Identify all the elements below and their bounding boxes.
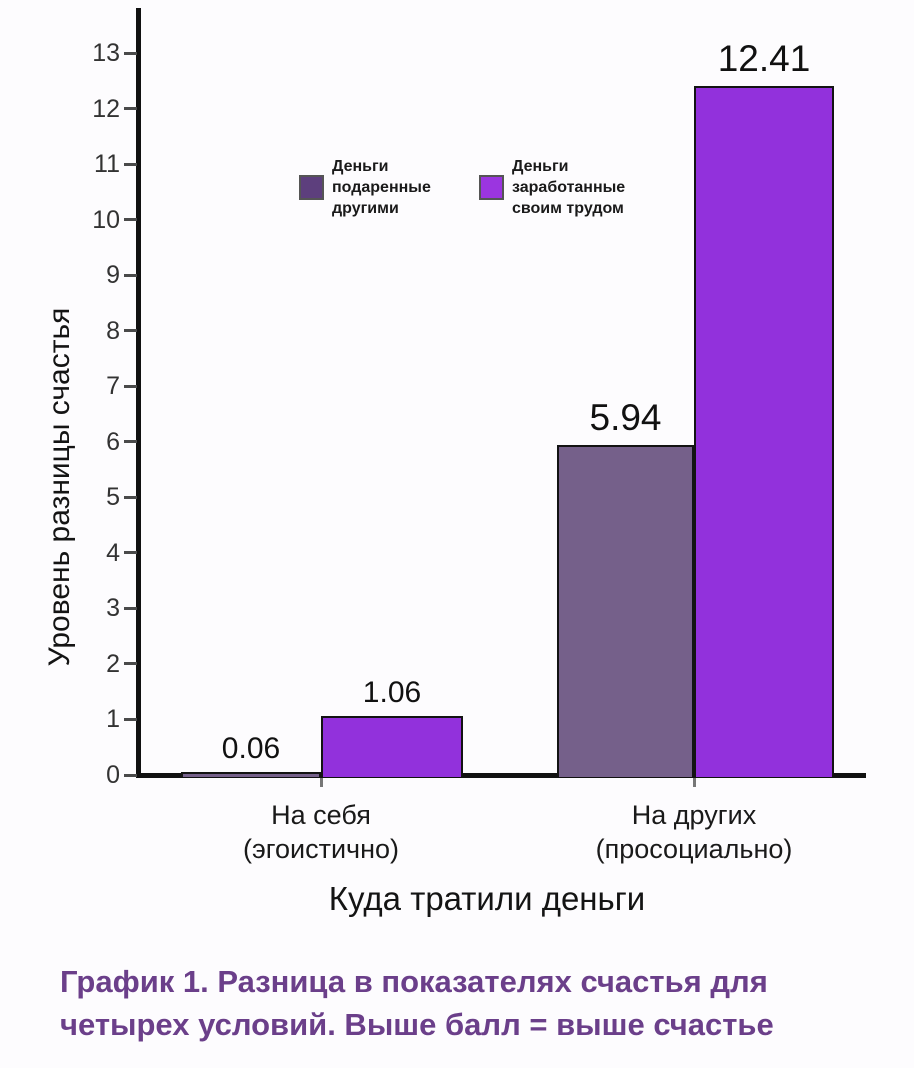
x-tick-mark	[692, 778, 696, 787]
y-tick-mark	[124, 107, 137, 111]
bar-заработанные-1	[321, 716, 463, 777]
y-tick-mark	[124, 384, 137, 388]
y-tick-mark	[124, 606, 137, 610]
legend-label-1: Деньги подаренные другими	[332, 158, 431, 217]
figure-caption: График 1. Разница в показателях счастья …	[60, 960, 774, 1046]
bar-value-label: 1.06	[362, 676, 422, 710]
legend-swatch-2	[479, 175, 504, 200]
y-tick-mark	[124, 773, 137, 777]
y-tick-label: 9	[106, 261, 120, 290]
y-tick-mark	[124, 273, 137, 277]
bar-value-label: 12.41	[717, 37, 811, 79]
y-tick-label: 2	[106, 649, 120, 678]
bar-value-label: 5.94	[589, 397, 662, 439]
y-tick-mark	[124, 51, 137, 55]
caption-line-1: График 1. Разница в показателях счастья …	[60, 964, 768, 999]
legend-swatch-1	[299, 175, 324, 200]
y-tick-label: 7	[106, 372, 120, 401]
caption-line-2: четырех условий. Выше балл = выше счасть…	[60, 1007, 774, 1042]
y-tick-mark	[124, 551, 137, 555]
x-tick-mark	[319, 778, 323, 787]
y-tick-label: 4	[106, 538, 120, 567]
y-tick-mark	[124, 440, 137, 444]
y-tick-label: 3	[106, 594, 120, 623]
legend-label-2: Деньги заработанные своим трудом	[512, 158, 626, 217]
y-tick-mark	[124, 495, 137, 499]
y-tick-label: 11	[94, 150, 120, 179]
bar-value-label: 0.06	[221, 731, 281, 765]
y-tick-label: 8	[106, 316, 120, 345]
y-tick-label: 10	[92, 205, 120, 234]
bar-заработанные-2	[694, 85, 834, 777]
bar-подаренные-1	[181, 771, 321, 777]
y-tick-label: 6	[106, 427, 120, 456]
y-tick-mark	[124, 662, 137, 666]
y-tick-label: 1	[106, 705, 120, 734]
y-tick-mark	[124, 329, 137, 333]
y-tick-label: 12	[92, 94, 120, 123]
y-tick-mark	[124, 218, 137, 222]
y-tick-label: 0	[106, 761, 120, 789]
category-label-2: На других (просоциально)	[595, 800, 793, 864]
x-axis-line	[136, 773, 866, 778]
category-label-1: На себя (эгоистично)	[242, 800, 400, 864]
x-axis-title: Куда тратили деньги	[328, 880, 646, 917]
y-tick-mark	[124, 717, 137, 721]
y-tick-mark	[124, 162, 137, 166]
y-axis-line	[136, 8, 141, 778]
y-tick-label: 5	[106, 483, 120, 512]
y-tick-label: 13	[92, 39, 120, 67]
bar-подаренные-2	[557, 445, 694, 777]
